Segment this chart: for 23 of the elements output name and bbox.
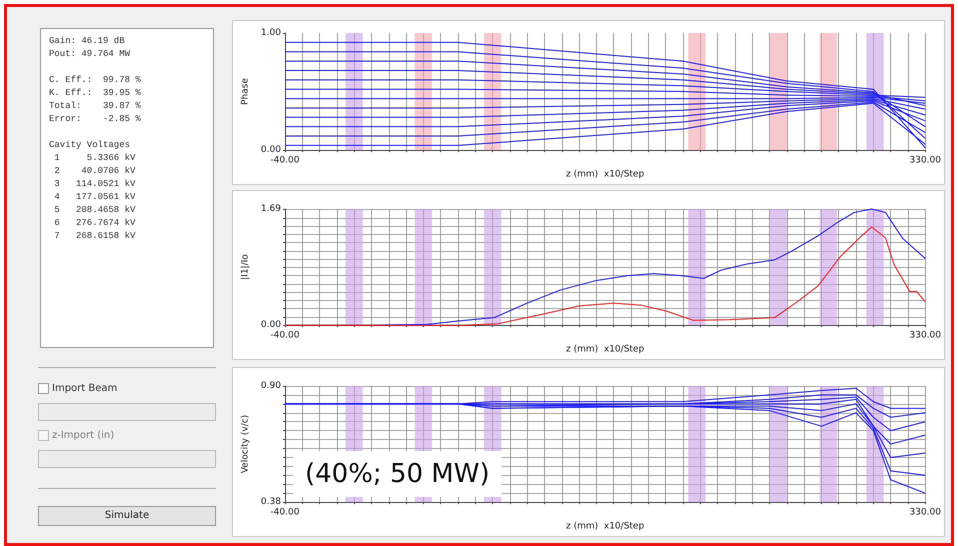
x-tick-label: 330.00 <box>910 156 942 166</box>
x-tick-label: 330.00 <box>910 330 942 341</box>
x-tick-label: -40.00 <box>270 330 300 341</box>
x-tick-label: 330.00 <box>910 508 942 518</box>
y-axis-title: Velocity (v/c) <box>240 414 250 474</box>
text: Import Beam <box>52 383 118 394</box>
x-axis-title: z (mm) x10/Step <box>566 344 644 354</box>
x-tick-label: -40.00 <box>270 508 300 518</box>
y-tick-label: 0.00 <box>260 145 282 156</box>
x-axis-title: z (mm) x10/Step <box>566 522 644 532</box>
y-tick-label: 0.90 <box>260 381 282 391</box>
y-axis-title: |I1|/Io <box>240 254 250 280</box>
y-tick-label: 0.38 <box>260 497 282 508</box>
y-tick-label: 1.69 <box>260 204 282 214</box>
readout-box: Gain: 46.19 dB Pout: 49.764 MW C. Eff.: 99.78 % K. Eff.: 39.95 % Total: 39.87 % Error: -2.85 % Cavity Voltages 1 5.3366 kV 2 40.0706 kV 3 114.0521 kV 4 177.0561 kV 5 208.4658 kV 6 276.7674 kV 7 268.6158 kV <box>40 28 214 348</box>
x-tick-label: -40.00 <box>270 156 300 166</box>
button: Simulate <box>38 506 216 526</box>
text: z-Import (in) <box>52 430 114 441</box>
y-tick-label: 1.00 <box>260 28 282 38</box>
annotation: (40%; 50 MW) <box>305 459 490 489</box>
y-tick-label: 0.00 <box>260 320 282 330</box>
y-axis-title: Phase <box>240 78 250 105</box>
x-axis-title: z (mm) x10/Step <box>566 170 644 180</box>
